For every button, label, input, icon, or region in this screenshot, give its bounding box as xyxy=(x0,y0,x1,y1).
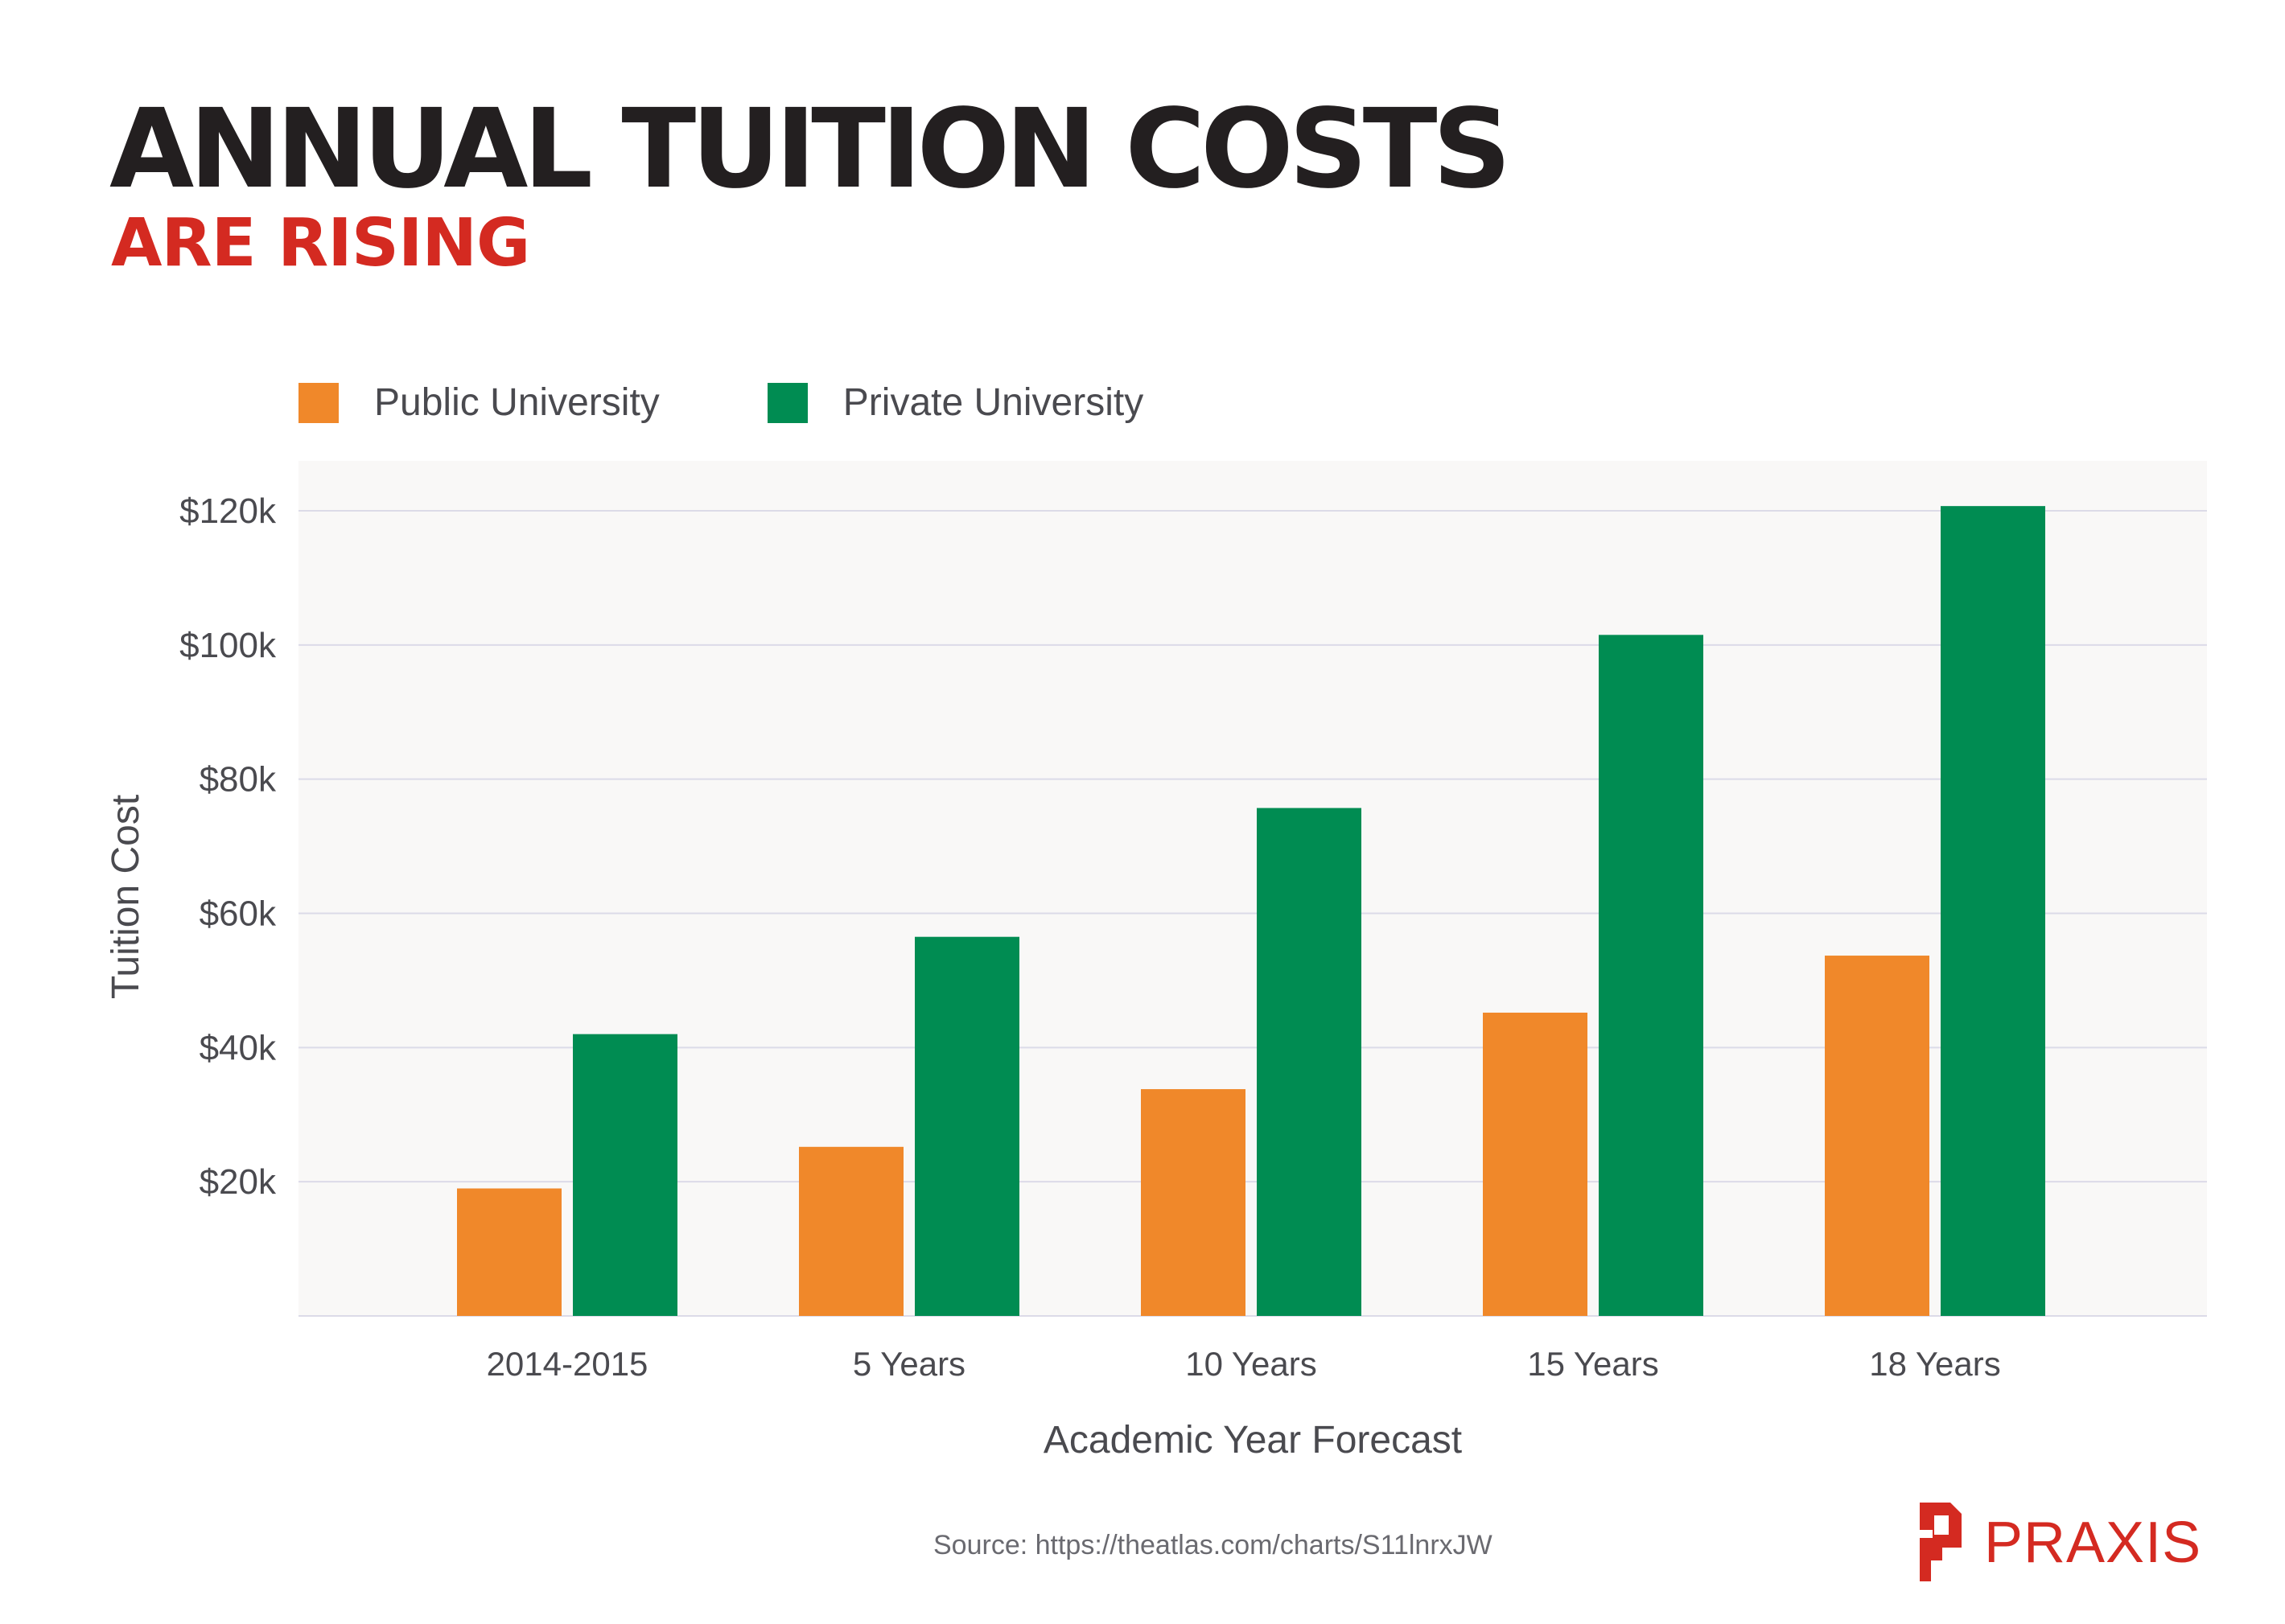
praxis-logo-icon xyxy=(1920,1503,1962,1581)
bar-public xyxy=(1483,1012,1587,1316)
bar-private xyxy=(573,1034,677,1316)
bar-private xyxy=(915,936,1019,1316)
y-tick-label: $40k xyxy=(200,1028,277,1067)
y-axis-title: Tuition Cost xyxy=(105,795,147,999)
bar-public xyxy=(457,1188,562,1316)
bar-private xyxy=(1257,808,1361,1316)
legend-swatch-public xyxy=(298,382,339,423)
legend-item-public: Public University xyxy=(298,380,660,425)
bar-public xyxy=(1825,956,1929,1316)
y-tick-label: $120k xyxy=(179,491,277,531)
y-tick-label: $20k xyxy=(200,1162,277,1202)
x-tick-label: 15 Years xyxy=(1527,1345,1659,1383)
legend-swatch-private xyxy=(767,382,808,423)
bar-public xyxy=(1141,1089,1245,1316)
x-tick-label: 2014-2015 xyxy=(487,1345,648,1383)
x-tick-label: 5 Years xyxy=(853,1345,965,1383)
legend: Public University Private University xyxy=(298,380,1251,425)
chart-subtitle: ARE RISING xyxy=(111,205,530,282)
chart-title: ANNUAL TUITION COSTS xyxy=(109,86,1511,213)
source-note: Source: https://theatlas.com/charts/S11l… xyxy=(933,1530,1492,1560)
brand-name: PRAXIS xyxy=(1984,1511,2202,1575)
x-axis-title: Academic Year Forecast xyxy=(1044,1419,1462,1462)
x-tick-label: 18 Years xyxy=(1869,1345,2001,1383)
y-tick-label: $100k xyxy=(179,626,277,665)
y-tick-label: $80k xyxy=(200,760,277,800)
bar-public xyxy=(799,1146,904,1316)
y-tick-label: $60k xyxy=(200,894,277,934)
bar-private xyxy=(1941,506,2045,1316)
x-tick-label: 10 Years xyxy=(1185,1345,1317,1383)
legend-item-private: Private University xyxy=(767,380,1144,425)
brand: PRAXIS xyxy=(1915,1498,2201,1588)
bar-private xyxy=(1599,635,1703,1316)
legend-label-public: Public University xyxy=(374,381,660,424)
legend-label-private: Private University xyxy=(842,381,1144,424)
